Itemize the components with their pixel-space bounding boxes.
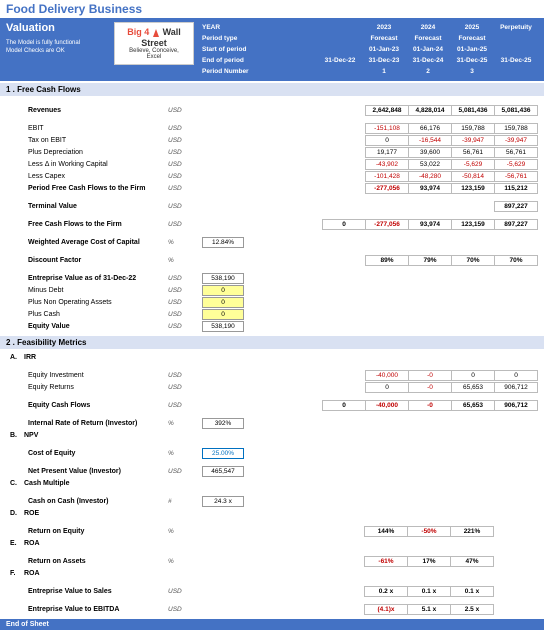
data-row: Weighted Average Cost of Capital%12.84% <box>28 236 538 248</box>
data-row: Equity ValueUSD538,190 <box>28 320 538 332</box>
data-row: RevenuesUSD2,642,8484,828,0145,081,4365,… <box>28 104 538 116</box>
data-row: Cash on Cash (Investor)#24.3 x <box>28 495 538 507</box>
data-row: Entreprise Value to EBITDAUSD(4.1)x5.1 x… <box>28 603 538 615</box>
data-row: Internal Rate of Return (Investor)%392% <box>28 417 538 429</box>
footer: End of Sheet <box>0 619 544 630</box>
data-row: Entreprise Value as of 31-Dec-22USD538,1… <box>28 272 538 284</box>
logo: Big 4 Wall Street Believe, Conceive, Exc… <box>114 22 194 65</box>
section-2-header: 2 . Feasibility Metrics <box>0 336 544 349</box>
data-row: Free Cash Flows to the FirmUSD0-277,0569… <box>28 218 538 230</box>
data-row: Return on Equity%144%-50%221% <box>28 525 538 537</box>
sub-header: E.ROA <box>10 537 538 549</box>
data-row: Less CapexUSD-101,428-48,280-50,814-56,7… <box>28 170 538 182</box>
sub-header: A.IRR <box>10 351 538 363</box>
data-row: Plus DepreciationUSD19,17739,60056,76156… <box>28 146 538 158</box>
data-row: Less Δ in Working CapitalUSD-43,90253,02… <box>28 158 538 170</box>
data-row: Net Present Value (Investor)USD465,547 <box>28 465 538 477</box>
data-row: Plus Non Operating AssetsUSD0 <box>28 296 538 308</box>
sub-header: C.Cash Multiple <box>10 477 538 489</box>
sub-header: B.NPV <box>10 429 538 441</box>
data-row: EBITUSD-151,10866,176159,788159,788 <box>28 122 538 134</box>
data-row: Return on Assets%-61%17%47% <box>28 555 538 567</box>
valuation-label: Valuation <box>6 22 106 34</box>
data-row: Discount Factor%89%79%70%70% <box>28 254 538 266</box>
data-row: Plus CashUSD0 <box>28 308 538 320</box>
page-title: Food Delivery Business <box>0 0 544 18</box>
data-row: Tax on EBITUSD0-16,544-39,947-39,947 <box>28 134 538 146</box>
sub-header: D.ROE <box>10 507 538 519</box>
data-row: Period Free Cash Flows to the FirmUSD-27… <box>28 182 538 194</box>
model-note-2: Model Checks are OK <box>6 48 106 54</box>
data-row: Entreprise Value to SalesUSD0.2 x0.1 x0.… <box>28 585 538 597</box>
data-row: Terminal ValueUSD897,227 <box>28 200 538 212</box>
data-row: Cost of Equity%25.00% <box>28 447 538 459</box>
data-row: Equity InvestmentUSD-40,000-000 <box>28 369 538 381</box>
data-row: Minus DebtUSD0 <box>28 284 538 296</box>
model-note-1: The Model is fully functional <box>6 40 106 46</box>
data-row: Equity ReturnsUSD0-065,653906,712 <box>28 381 538 393</box>
header-band: Valuation The Model is fully functional … <box>0 18 544 81</box>
data-row: Equity Cash FlowsUSD0-40,000-065,653906,… <box>28 399 538 411</box>
sub-header: F.ROA <box>10 567 538 579</box>
section-1-header: 1 . Free Cash Flows <box>0 83 544 96</box>
